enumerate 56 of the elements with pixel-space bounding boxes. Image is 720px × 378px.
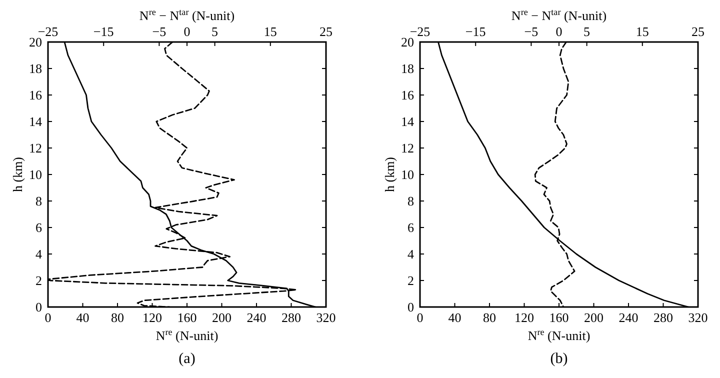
x-tick-label: 320: [688, 310, 708, 325]
x2-tick-label: 0: [556, 24, 562, 39]
x2-tick-label: 15: [264, 24, 277, 39]
y-tick-label: 2: [408, 273, 414, 288]
x2-tick-label: 15: [636, 24, 649, 39]
x2-axis-title: N$^{re}$ − N$^{tar}$ (N-unit): [511, 7, 607, 23]
y-axis-title: h (km): [382, 156, 397, 192]
x2-tick-label: 25: [692, 24, 704, 39]
y-tick-label: 2: [36, 273, 42, 288]
x-tick-label: 320: [316, 310, 336, 325]
text: (a): [178, 351, 196, 367]
x-tick-label: 120: [514, 310, 534, 325]
x2-tick-label: −15: [465, 24, 486, 39]
y-tick-label: 18: [29, 61, 42, 76]
y-tick-label: 8: [36, 194, 42, 208]
y-axis-title: h (km): [10, 156, 25, 192]
x-tick-label: 160: [549, 310, 569, 325]
y-tick-label: 4: [36, 246, 42, 262]
y-tick-label: 10: [401, 167, 414, 182]
x-tick-label: 200: [212, 310, 232, 325]
y-tick-label: 12: [401, 140, 414, 156]
y-tick-label: 6: [408, 220, 414, 235]
x2-tick-label: −5: [524, 24, 538, 39]
x-tick-label: 40: [448, 310, 462, 325]
x-tick-label: 200: [584, 310, 604, 325]
y-tick-label: 6: [36, 220, 42, 235]
x-tick-label: 240: [246, 310, 266, 325]
x-tick-label: 80: [483, 310, 496, 325]
x2-tick-label: 5: [584, 24, 590, 39]
x-axis-title: N$^{re}$ (N-unit): [156, 327, 218, 343]
y-tick-label: 8: [408, 194, 414, 208]
x2-tick-label: −5: [152, 24, 166, 39]
y-tick-label: 10: [29, 167, 42, 182]
x-tick-label: 160: [177, 310, 197, 325]
text: (b): [550, 351, 568, 367]
x-tick-label: 40: [76, 310, 90, 325]
y-tick-label: 0: [408, 300, 414, 314]
x-tick-label: 280: [654, 310, 673, 325]
x-tick-label: 80: [111, 310, 124, 325]
y-tick-label: 4: [408, 246, 414, 262]
x-axis-title: N$^{re}$ (N-unit): [528, 327, 590, 343]
y-tick-label: 12: [29, 140, 42, 156]
y-tick-label: 16: [29, 88, 42, 102]
x-tick-label: 240: [618, 310, 638, 325]
x2-tick-label: 25: [320, 24, 332, 39]
y-tick-label: 0: [36, 300, 42, 314]
y-tick-label: 14: [401, 114, 414, 129]
x2-tick-label: 0: [184, 24, 190, 39]
x-tick-label: 120: [142, 310, 162, 325]
x2-tick-label: 5: [212, 24, 218, 39]
x2-tick-label: −15: [93, 24, 114, 39]
y-tick-label: 18: [401, 61, 414, 76]
x2-axis-title: N$^{re}$ − N$^{tar}$ (N-unit): [139, 7, 235, 23]
x-tick-label: 280: [282, 310, 301, 325]
y-tick-label: 14: [29, 114, 42, 129]
y-tick-label: 16: [401, 88, 414, 102]
